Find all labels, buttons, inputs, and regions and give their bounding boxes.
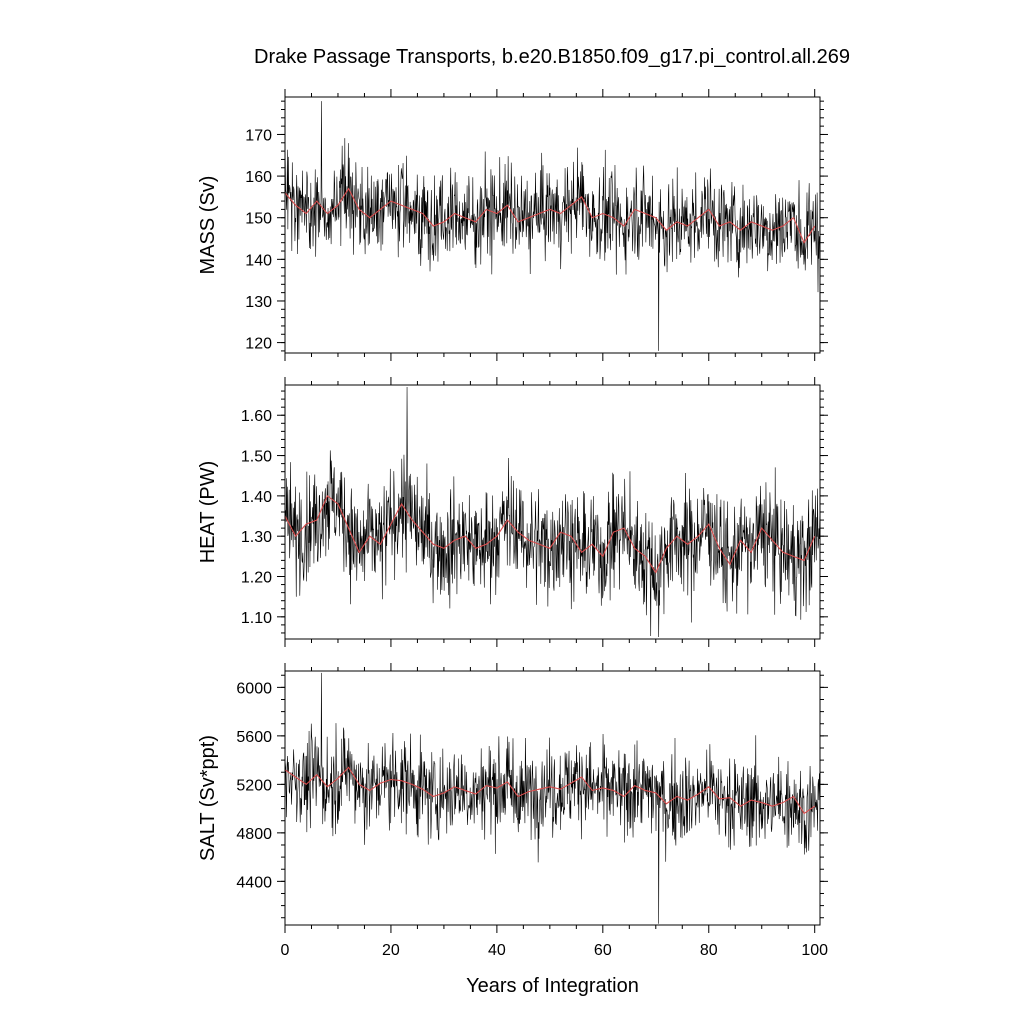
xtick-label: 100 xyxy=(801,942,828,959)
salt-ytick-label: 4800 xyxy=(236,826,272,843)
mass-ytick-label: 140 xyxy=(245,252,272,269)
mass-frame xyxy=(284,96,821,354)
mass-ytick-label: 120 xyxy=(245,336,272,353)
heat-ytick-label: 1.60 xyxy=(241,408,272,425)
chart-title: Drake Passage Transports, b.e20.B1850.f0… xyxy=(254,46,850,68)
heat-ytick-label: 1.10 xyxy=(241,610,272,627)
panel-heat: 1.10 1.20 1.30 1.40 1.50 1.60 HEAT (PW) xyxy=(197,377,828,647)
xtick-label: 0 xyxy=(281,942,290,959)
salt-ytick-label: 5200 xyxy=(236,777,272,794)
salt-raw-series xyxy=(285,672,820,924)
xtick-label: 80 xyxy=(700,942,718,959)
heat-ytick-label: 1.40 xyxy=(241,489,272,506)
x-axis-label: Years of Integration xyxy=(466,975,639,997)
heat-smoothed-series xyxy=(285,495,816,574)
salt-frame xyxy=(284,670,821,926)
mass-smoothed-series xyxy=(285,187,816,244)
mass-ylabel: MASS (Sv) xyxy=(197,176,219,275)
panel-salt: 4400 4800 5200 5600 6000 SALT (Sv*ppt) 0 20 40 60… xyxy=(197,663,828,959)
heat-ytick-label: 1.30 xyxy=(241,529,272,546)
mass-raw-series xyxy=(285,101,820,351)
heat-ylabel: HEAT (PW) xyxy=(197,461,219,564)
mass-ytick-label: 150 xyxy=(245,211,272,228)
heat-ytick-label: 1.20 xyxy=(241,570,272,587)
xtick-label: 40 xyxy=(488,942,506,959)
salt-smoothed-series xyxy=(285,766,816,815)
heat-ytick-label: 1.50 xyxy=(241,449,272,466)
mass-ytick-label: 160 xyxy=(245,169,272,186)
mass-ytick-label: 170 xyxy=(245,127,272,144)
salt-ylabel: SALT (Sv*ppt) xyxy=(197,735,219,861)
mass-ytick-label: 130 xyxy=(245,294,272,311)
xtick-label: 60 xyxy=(594,942,612,959)
panel-mass: 120 130 140 150 160 170 MASS (Sv) xyxy=(197,89,828,361)
heat-raw-series xyxy=(285,387,820,637)
salt-ytick-label: 5600 xyxy=(236,729,272,746)
salt-ytick-label: 6000 xyxy=(236,680,272,697)
xtick-label: 20 xyxy=(382,942,400,959)
salt-ytick-label: 4400 xyxy=(236,874,272,891)
